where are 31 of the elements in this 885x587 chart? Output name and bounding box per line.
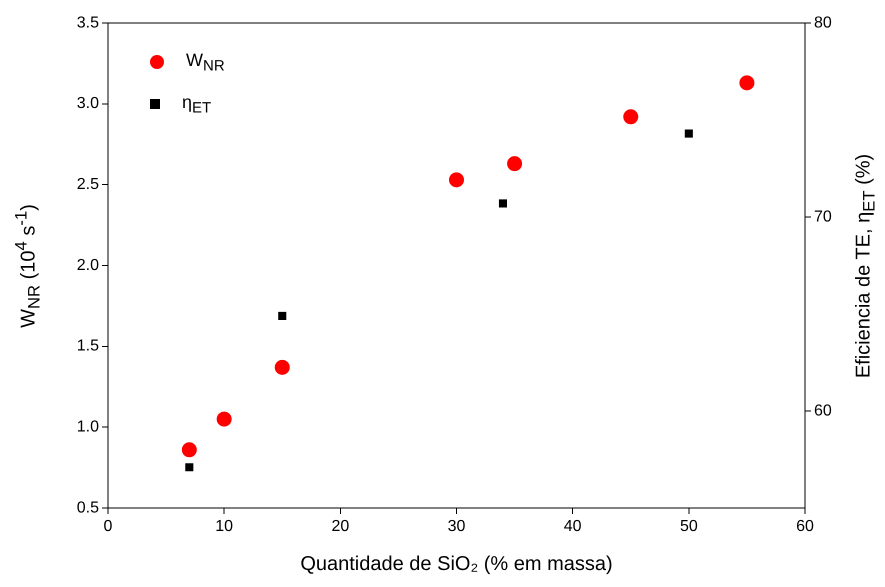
y-tick-label: 2.0: [76, 256, 100, 274]
y-tick-label: 3.5: [76, 14, 100, 32]
x-tick-label: 30: [448, 518, 466, 536]
y-tick-label: 2.5: [76, 176, 100, 194]
point: [278, 312, 286, 320]
point: [274, 360, 290, 375]
y-tick-label: 1.5: [76, 338, 100, 355]
y-tick-label: 0.5: [76, 499, 100, 516]
legend-label: η$_{ET}$: [182, 92, 212, 116]
y2-tick-label: 80: [814, 14, 832, 32]
point: [684, 130, 693, 138]
legend-label: W$_{NR}$: [186, 50, 225, 74]
x-tick-label: 20: [331, 518, 350, 536]
point: [498, 199, 507, 208]
point: [182, 442, 197, 458]
x-tick-label: 60: [796, 518, 814, 536]
x-tick-label: 10: [215, 518, 234, 536]
point: [216, 412, 232, 427]
point: [449, 172, 464, 188]
x-tick-label: 0: [104, 518, 113, 536]
x-tick-label: 50: [680, 518, 698, 536]
point: [507, 156, 522, 172]
x-axis-title: Quantidade de SiO₂ (% em massa): [299, 553, 614, 576]
x-tick-label: 40: [564, 518, 582, 536]
point: [739, 75, 754, 90]
y-tick-label: 1.0: [76, 418, 100, 436]
y-tick-label: 3.0: [76, 95, 100, 112]
point: [623, 109, 638, 124]
y2-tick-label: 60: [814, 402, 832, 420]
y2-tick-label: 70: [814, 208, 832, 226]
point: [185, 463, 194, 472]
